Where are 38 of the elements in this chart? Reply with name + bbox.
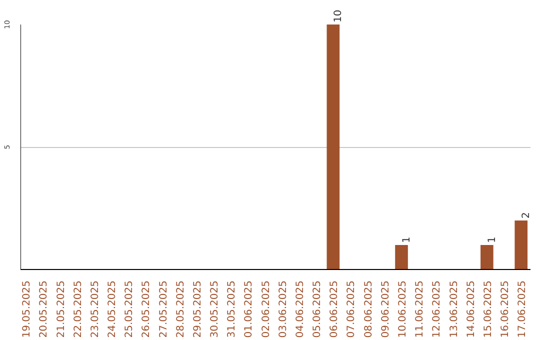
x-tick-label: 06.06.2025 [329,280,340,338]
x-tick-label: 26.05.2025 [141,280,152,338]
x-tick-label: 14.06.2025 [466,280,477,338]
x-tick-label: 21.05.2025 [56,280,67,338]
x-tick-label: 02.06.2025 [260,280,272,338]
x-tick-label: 03.06.2025 [278,280,289,338]
x-tick-label: 05.06.2025 [312,280,324,338]
x-tick-label: 12.06.2025 [432,280,443,338]
x-tick-label: 16.06.2025 [500,280,512,338]
x-tick-label: 07.06.2025 [346,280,358,338]
x-tick-label: 01.06.2025 [244,280,255,338]
x-tick-label: 15.06.2025 [482,280,494,338]
x-tick-label: 19.05.2025 [22,280,33,338]
x-tick-label: 25.05.2025 [124,280,136,338]
x-tick-label: 17.06.2025 [517,280,528,338]
x-tick-label: 10.06.2025 [398,280,409,338]
x-tick-label: 11.06.2025 [414,280,426,338]
data-label: 10 [333,10,344,22]
x-tick-label: 28.05.2025 [175,280,186,338]
x-tick-label: 31.05.2025 [226,280,238,338]
x-tick-label: 22.05.2025 [72,280,84,338]
data-label: 1 [486,236,498,243]
bar [514,220,528,270]
x-tick-label: 09.06.2025 [380,280,392,338]
x-tick-label: 24.05.2025 [107,280,118,338]
bar [480,245,494,270]
bar [326,24,340,270]
x-tick-label: 30.05.2025 [210,280,221,338]
x-tick-label: 08.06.2025 [363,280,374,338]
x-tick-label: 23.05.2025 [90,280,101,338]
x-tick-label: 13.06.2025 [448,280,460,338]
x-tick-label: 29.05.2025 [192,280,204,338]
data-label: 1 [402,236,413,243]
x-tick-label: 20.05.2025 [38,280,50,338]
x-tick-label: 04.06.2025 [294,280,306,338]
x-tick-label: 27.05.2025 [158,280,170,338]
data-label: 2 [521,212,532,218]
bar [395,245,408,270]
